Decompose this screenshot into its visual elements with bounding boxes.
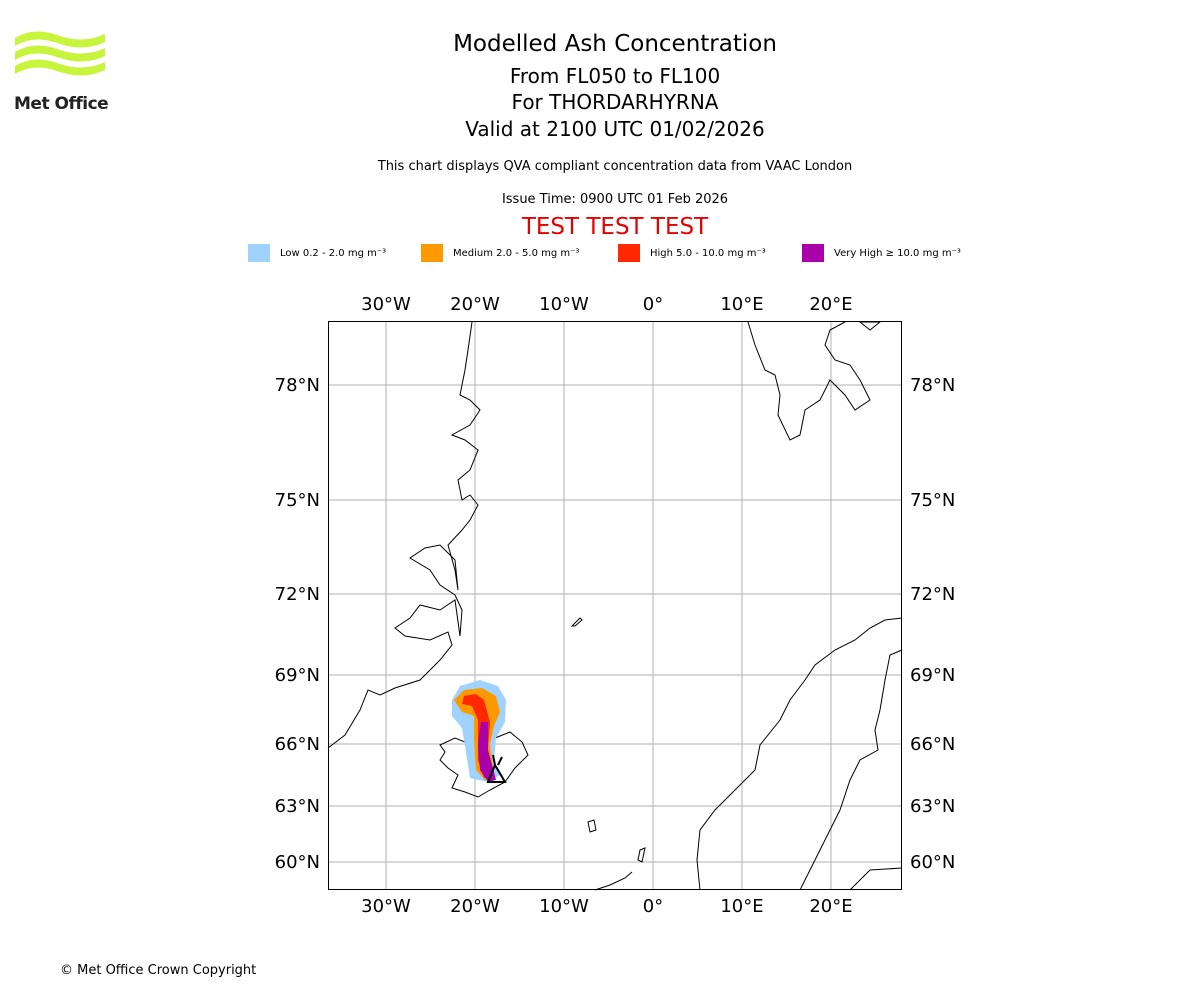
met-office-waves-icon [15, 31, 105, 76]
lat-label-left: 66°N [275, 734, 320, 755]
ash-very-high [478, 722, 496, 782]
legend-very-high: Very High ≥ 10.0 mg m⁻³ [802, 244, 961, 262]
legend-low: Low 0.2 - 2.0 mg m⁻³ [248, 244, 386, 262]
lat-label-left: 63°N [275, 796, 320, 817]
legend-label: Medium 2.0 - 5.0 mg m⁻³ [453, 247, 580, 259]
lat-label-left: 75°N [275, 490, 320, 511]
lon-label-top: 30°W [361, 294, 411, 315]
baltic-coast [849, 867, 903, 891]
issue-time: Issue Time: 0900 UTC 01 Feb 2026 [501, 192, 729, 207]
chart-title: Modelled Ash Concentration [453, 31, 777, 57]
lat-label-left: 72°N [275, 584, 320, 605]
valid-time: Valid at 2100 UTC 01/02/2026 [465, 117, 765, 141]
legend-swatch [421, 244, 443, 262]
lon-label-top: 20°W [450, 294, 500, 315]
test-banner: TEST TEST TEST [521, 214, 709, 240]
lat-label-right: 60°N [910, 852, 955, 873]
orkney-coast [594, 871, 633, 891]
lat-label-left: 69°N [275, 665, 320, 686]
chart-subtitle: This chart displays QVA compliant concen… [377, 159, 853, 174]
lat-label-right: 66°N [910, 734, 955, 755]
lon-label-top: 20°E [809, 294, 852, 315]
jan-mayen [570, 617, 583, 627]
lon-label-top: 10°E [720, 294, 763, 315]
lon-label-top: 0° [643, 294, 663, 315]
legend-swatch [618, 244, 640, 262]
graticule [328, 321, 902, 890]
volcano-name: For THORDARHYRNA [511, 90, 719, 114]
shetland [637, 847, 646, 863]
legend-label: High 5.0 - 10.0 mg m⁻³ [650, 247, 766, 259]
legend-label: Low 0.2 - 2.0 mg m⁻³ [280, 247, 387, 259]
copyright: © Met Office Crown Copyright [60, 963, 257, 978]
flight-level-range: From FL050 to FL100 [509, 64, 721, 88]
greenland-coast [327, 321, 481, 749]
lat-label-left: 60°N [275, 852, 320, 873]
svalbard-coast [747, 321, 871, 441]
map-frame [328, 321, 902, 890]
legend-medium: Medium 2.0 - 5.0 mg m⁻³ [421, 244, 579, 262]
lon-label-bottom: 20°W [450, 896, 500, 917]
lon-label-bottom: 0° [643, 896, 663, 917]
volcano-marker-icon [486, 754, 507, 783]
lon-label-bottom: 10°W [539, 896, 589, 917]
svalbard-east [858, 321, 882, 331]
legend-swatch [248, 244, 270, 262]
legend-swatch [802, 244, 824, 262]
legend-label: Very High ≥ 10.0 mg m⁻³ [834, 247, 961, 259]
met-office-logo: Met Office [14, 30, 109, 114]
met-office-logo-text: Met Office [14, 94, 109, 114]
lon-label-bottom: 20°E [809, 896, 852, 917]
faroe-islands [587, 819, 597, 833]
lon-label-top: 10°W [539, 294, 589, 315]
lat-label-right: 72°N [910, 584, 955, 605]
lat-label-right: 63°N [910, 796, 955, 817]
lat-label-right: 75°N [910, 490, 955, 511]
lat-label-right: 69°N [910, 665, 955, 686]
lon-label-bottom: 30°W [361, 896, 411, 917]
norway-coast [696, 617, 903, 891]
ash-plume [452, 680, 506, 782]
coastlines [327, 321, 903, 891]
axis-labels: 30°W 30°W 20°W 20°W 10°W 10°W 0° 0° 10°E 10°E 20°E… [275, 294, 956, 917]
lat-label-left: 78°N [275, 375, 320, 396]
lon-label-bottom: 10°E [720, 896, 763, 917]
legend-high: High 5.0 - 10.0 mg m⁻³ [618, 244, 766, 262]
sweden-finland-coast [799, 649, 903, 891]
lat-label-right: 78°N [910, 375, 955, 396]
